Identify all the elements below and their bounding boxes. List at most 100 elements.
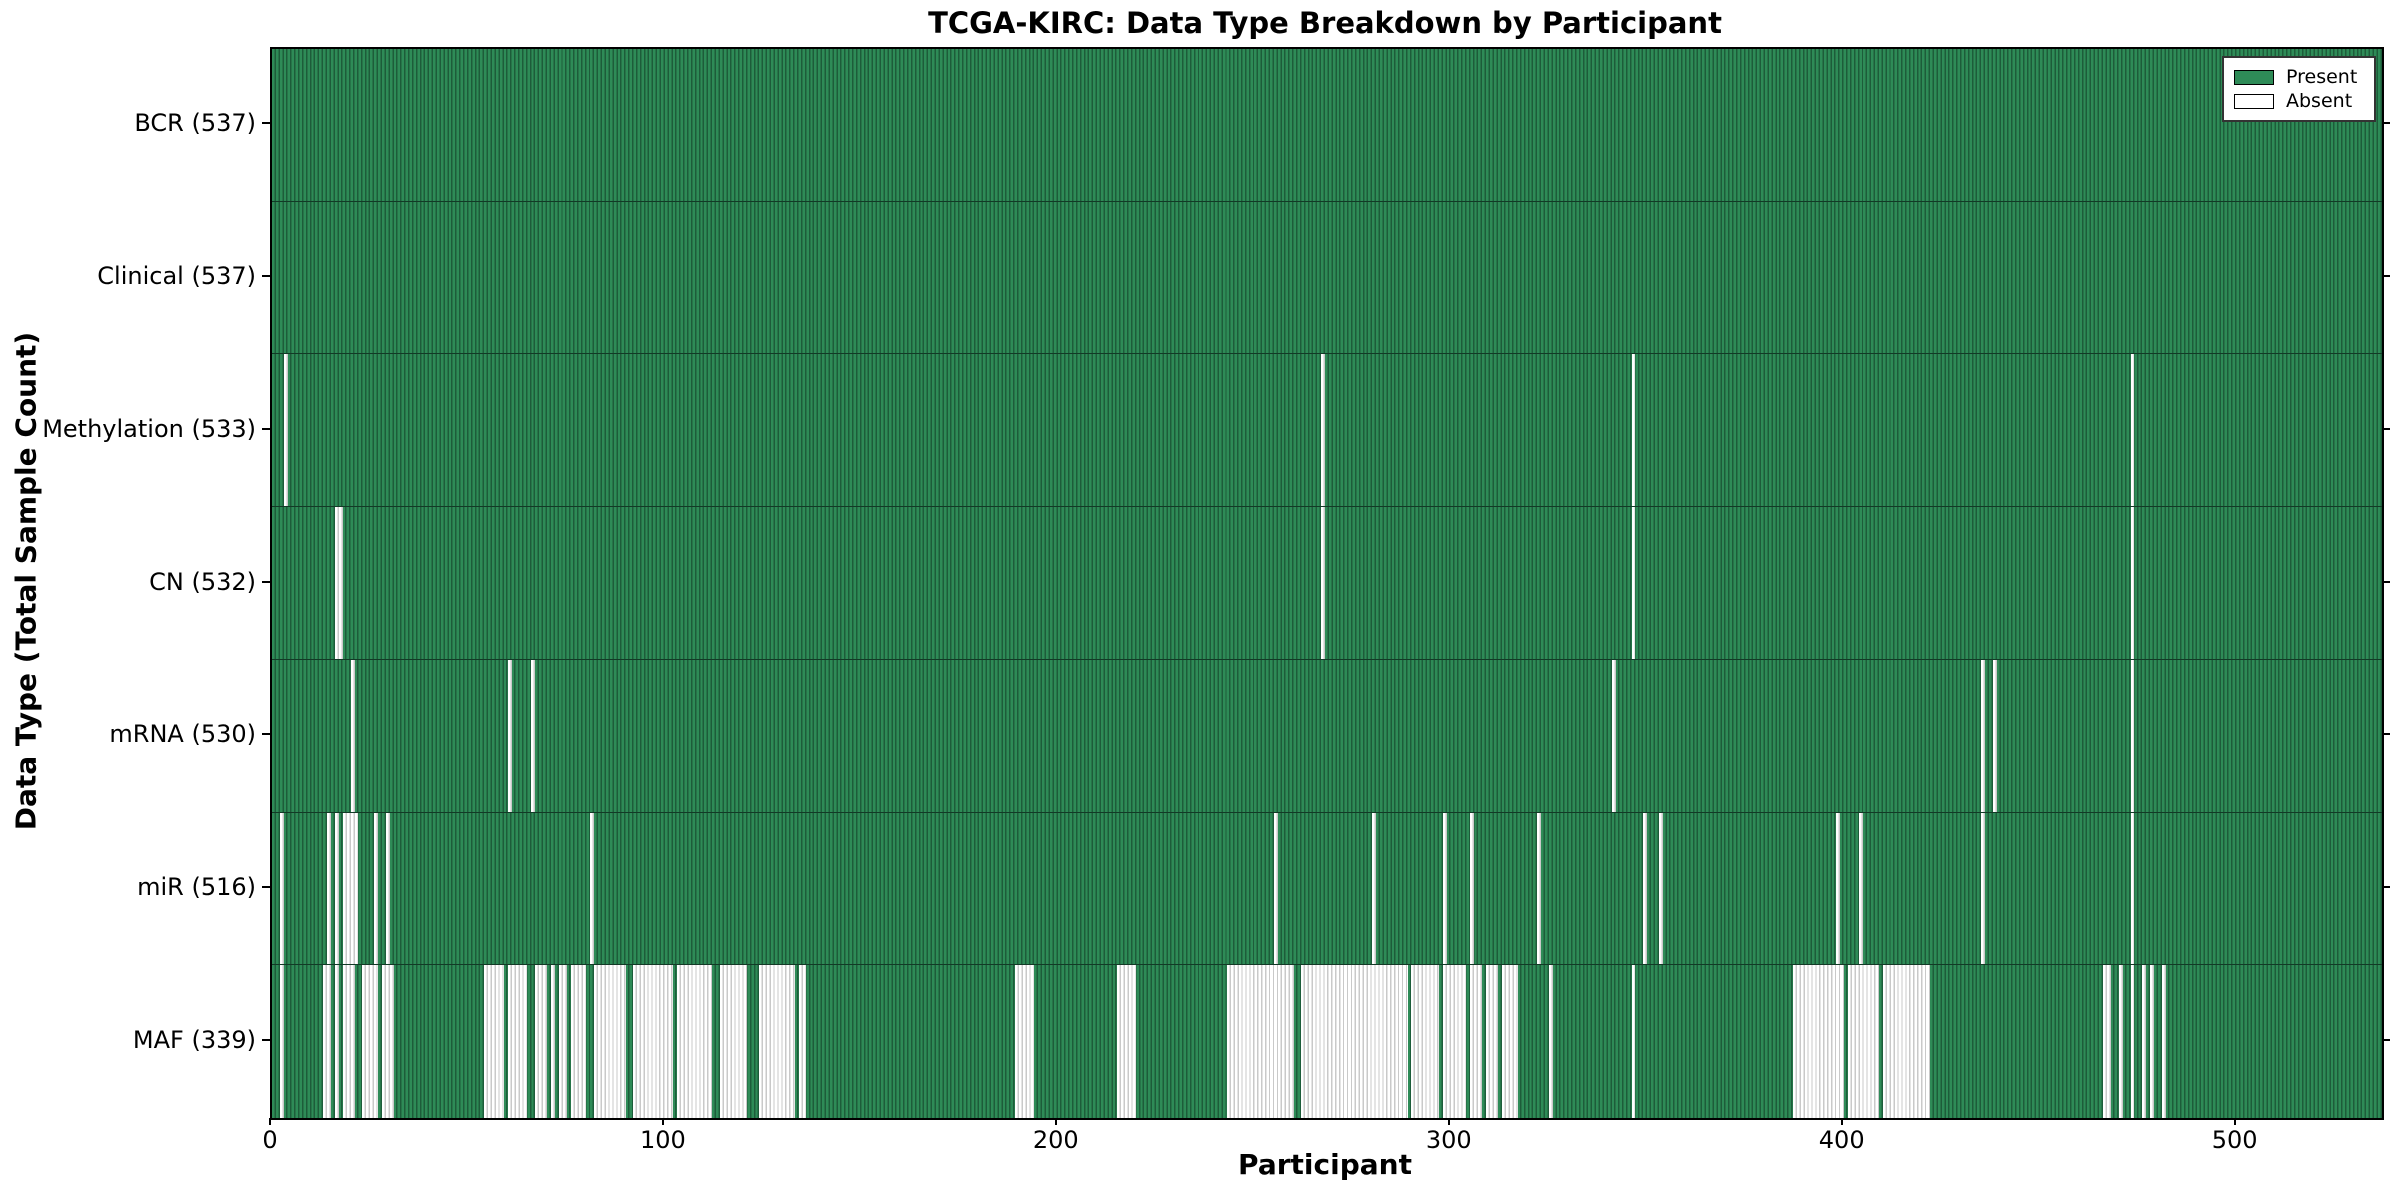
absent-block-MAF [362, 965, 379, 1118]
y-tick-mark [2382, 885, 2390, 888]
absent-block-MAF [633, 965, 673, 1118]
absent-block-MAF [342, 965, 355, 1118]
absent-block-MAF [550, 965, 555, 1118]
absent-block-CN [1631, 507, 1636, 659]
absent-block-Methylation [2130, 354, 2135, 507]
absent-block-CN [2130, 507, 2135, 659]
y-tick-label: BCR (537) [134, 109, 256, 138]
x-tick-mark [1447, 1118, 1450, 1125]
y-tick-label: mRNA (530) [109, 720, 256, 749]
absent-block-MAF [2103, 965, 2111, 1118]
absent-block-MAF [382, 965, 394, 1118]
x-tick-mark [1054, 1118, 1057, 1125]
y-tick-label: Methylation (533) [42, 414, 256, 443]
absent-block-miR [1372, 812, 1377, 965]
absent-block-miR [334, 812, 339, 965]
absent-block-Methylation [283, 354, 288, 507]
absent-block-MAF [1882, 965, 1931, 1118]
absent-block-mRNA [1981, 659, 1986, 812]
absent-block-miR [1981, 812, 1986, 965]
absent-block-MAF [323, 965, 331, 1118]
absent-block-MAF [279, 965, 284, 1118]
y-tick-mark [262, 733, 270, 736]
y-tick-mark [262, 1038, 270, 1041]
absent-block-MAF [484, 965, 504, 1118]
y-tick-mark [2382, 1038, 2390, 1041]
absent-block-MAF [1116, 965, 1137, 1118]
absent-block-MAF [759, 965, 795, 1118]
absent-block-miR [374, 812, 379, 965]
absent-block-miR [1659, 812, 1663, 965]
y-tick-mark [262, 122, 270, 125]
row-mRNA [272, 659, 2382, 813]
y-tick-mark [262, 427, 270, 430]
x-tick-label: 500 [2211, 1126, 2258, 1154]
absent-block-MAF [1014, 965, 1035, 1118]
absent-block-MAF [798, 965, 807, 1118]
x-axis-label: Participant [1238, 1148, 1412, 1181]
legend-label-present: Present [2286, 66, 2358, 88]
absent-block-MAF [1549, 965, 1553, 1118]
x-tick-mark [661, 1118, 664, 1125]
y-tick-label: CN (532) [149, 567, 256, 596]
absent-block-MAF [1470, 965, 1483, 1118]
plot-area [270, 47, 2384, 1120]
absent-block-miR [1470, 812, 1475, 965]
absent-block-miR [2130, 812, 2135, 965]
row-BCR [272, 49, 2382, 202]
absent-block-MAF [719, 965, 748, 1118]
absent-block-MAF [334, 965, 339, 1118]
absent-block-mRNA [1993, 659, 1997, 812]
absent-block-Methylation [1321, 354, 1326, 507]
absent-block-mRNA [350, 659, 355, 812]
x-tick-label: 400 [1818, 1126, 1865, 1154]
absent-block-MAF [1442, 965, 1467, 1118]
absent-block-mRNA [531, 659, 536, 812]
absent-block-miR [590, 812, 595, 965]
absent-block-MAF [1226, 965, 1294, 1118]
legend-label-absent: Absent [2286, 90, 2353, 112]
legend: Present Absent [2222, 56, 2376, 122]
x-tick-mark [269, 1118, 271, 1125]
absent-block-MAF [1301, 965, 1408, 1118]
absent-block-MAF [2161, 965, 2166, 1118]
absent-block-MAF [558, 965, 567, 1118]
absent-block-MAF [2150, 965, 2155, 1118]
absent-block-miR [385, 812, 390, 965]
absent-block-MAF [2130, 965, 2135, 1118]
absent-block-miR [1537, 812, 1542, 965]
y-tick-mark [262, 275, 270, 278]
row-CN [272, 507, 2382, 660]
row-Clinical [272, 201, 2382, 355]
absent-block-miR [327, 812, 331, 965]
y-tick-label: MAF (339) [132, 1025, 256, 1054]
row-Methylation [272, 354, 2382, 508]
absent-block-MAF [570, 965, 587, 1118]
absent-block-MAF [535, 965, 548, 1118]
absent-block-mRNA [507, 659, 512, 812]
absent-block-MAF [1792, 965, 1844, 1118]
x-tick-label: 0 [262, 1126, 278, 1154]
legend-swatch-present-icon [2234, 69, 2274, 85]
x-tick-mark [1840, 1118, 1843, 1125]
y-tick-label: miR (516) [137, 872, 256, 901]
absent-block-MAF [1501, 965, 1518, 1118]
x-tick-mark [2233, 1118, 2236, 1125]
absent-block-miR [279, 812, 284, 965]
absent-block-MAF [2142, 965, 2147, 1118]
x-tick-label: 200 [1032, 1126, 1079, 1154]
absent-block-Methylation [1631, 354, 1636, 507]
y-tick-mark [262, 885, 270, 888]
y-tick-mark [2382, 580, 2390, 583]
row-MAF [272, 965, 2382, 1118]
absent-block-miR [1273, 812, 1278, 965]
absent-block-CN [1321, 507, 1326, 659]
absent-block-miR [1859, 812, 1864, 965]
absent-block-miR [1643, 812, 1648, 965]
absent-block-MAF [507, 965, 528, 1118]
y-tick-mark [2382, 275, 2390, 278]
absent-block-miR [342, 812, 359, 965]
y-tick-label: Clinical (537) [97, 262, 256, 291]
x-tick-label: 100 [639, 1126, 686, 1154]
